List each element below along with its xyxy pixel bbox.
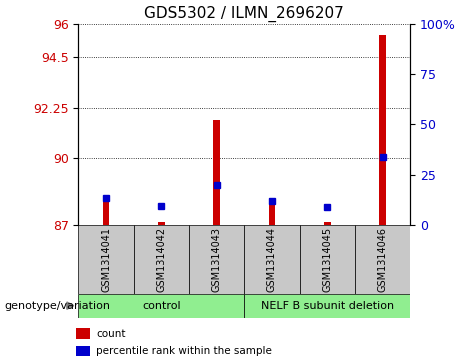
Polygon shape xyxy=(67,302,74,309)
Bar xyxy=(355,225,410,294)
Text: control: control xyxy=(142,301,181,311)
Bar xyxy=(189,225,244,294)
Bar xyxy=(244,225,300,294)
Bar xyxy=(158,222,165,225)
Bar xyxy=(269,198,275,225)
Text: GSM1314046: GSM1314046 xyxy=(378,227,388,292)
Bar xyxy=(300,225,355,294)
Bar xyxy=(76,346,89,356)
Text: percentile rank within the sample: percentile rank within the sample xyxy=(96,346,272,356)
Bar xyxy=(324,223,331,225)
Text: GSM1314041: GSM1314041 xyxy=(101,227,111,292)
Bar xyxy=(134,225,189,294)
Text: genotype/variation: genotype/variation xyxy=(5,301,111,311)
Bar xyxy=(78,294,244,318)
Text: GSM1314042: GSM1314042 xyxy=(156,227,166,292)
Text: NELF B subunit deletion: NELF B subunit deletion xyxy=(261,301,394,311)
Bar xyxy=(213,120,220,225)
Text: GSM1314044: GSM1314044 xyxy=(267,227,277,292)
Bar xyxy=(379,35,386,225)
Bar xyxy=(78,225,134,294)
Text: count: count xyxy=(96,329,126,339)
Text: GSM1314045: GSM1314045 xyxy=(322,227,332,292)
Text: GSM1314043: GSM1314043 xyxy=(212,227,222,292)
Bar xyxy=(103,196,109,225)
Title: GDS5302 / ILMN_2696207: GDS5302 / ILMN_2696207 xyxy=(144,6,344,22)
Bar xyxy=(76,328,89,339)
Bar xyxy=(244,294,410,318)
